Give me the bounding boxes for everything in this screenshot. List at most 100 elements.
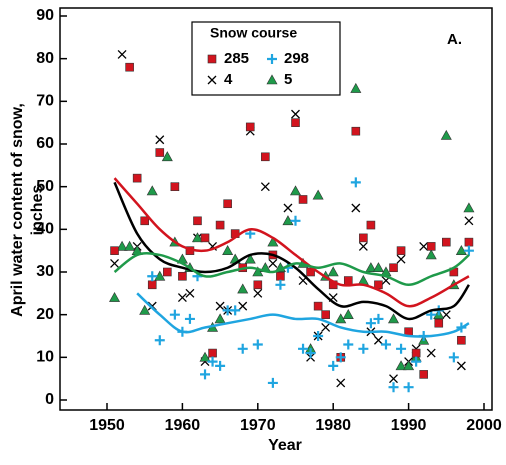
marker — [426, 348, 436, 358]
legend-label: 5 — [284, 71, 292, 88]
marker — [441, 310, 451, 320]
marker — [116, 240, 128, 251]
marker — [350, 82, 362, 93]
marker — [327, 266, 339, 277]
marker — [448, 352, 459, 363]
marker — [253, 280, 263, 290]
marker — [155, 135, 165, 145]
marker — [425, 249, 437, 260]
y-tick-label: 90 — [36, 7, 54, 24]
y-tick-label: 80 — [36, 50, 54, 67]
y-tick-label: 20 — [36, 306, 54, 323]
marker — [359, 233, 368, 243]
marker — [291, 118, 300, 127]
marker — [343, 276, 353, 285]
marker — [267, 377, 278, 388]
marker — [321, 310, 330, 319]
marker — [147, 280, 157, 290]
y-tick-label: 10 — [36, 349, 54, 366]
marker — [200, 233, 210, 243]
y-tick-label: 50 — [36, 178, 54, 195]
marker — [147, 271, 158, 282]
marker — [214, 313, 226, 324]
marker — [372, 262, 384, 273]
marker — [396, 246, 406, 255]
marker — [261, 152, 270, 162]
y-tick-label: 0 — [45, 391, 54, 408]
trend-line — [113, 181, 470, 321]
marker — [463, 202, 475, 213]
marker — [426, 242, 436, 251]
marker — [124, 240, 136, 251]
marker — [380, 339, 391, 350]
marker — [328, 360, 339, 371]
marker — [343, 339, 354, 350]
marker — [434, 318, 444, 328]
y-tick-label: 60 — [36, 135, 54, 152]
marker — [191, 232, 203, 243]
legend-box — [191, 21, 341, 96]
marker — [253, 288, 263, 298]
marker — [321, 323, 331, 332]
legend-label: 298 — [284, 50, 309, 67]
marker — [222, 245, 234, 255]
marker — [140, 216, 149, 226]
marker — [419, 241, 429, 251]
marker — [185, 288, 195, 298]
marker — [298, 195, 308, 204]
marker — [351, 203, 361, 213]
marker — [395, 360, 407, 371]
marker — [403, 382, 414, 393]
marker — [244, 253, 256, 264]
marker — [237, 283, 249, 294]
marker — [305, 348, 316, 359]
marker — [125, 62, 134, 72]
marker — [161, 151, 173, 162]
y-axis-label: April water content of snow, — [9, 103, 26, 317]
marker — [237, 343, 248, 354]
marker — [396, 254, 406, 264]
x-tick-label: 1980 — [315, 417, 351, 434]
marker — [358, 241, 368, 251]
marker — [282, 215, 294, 226]
trend-line — [113, 177, 470, 308]
marker — [411, 356, 422, 367]
marker — [132, 173, 142, 183]
marker — [177, 293, 187, 303]
marker — [199, 351, 211, 362]
marker — [290, 215, 301, 226]
marker — [336, 378, 346, 388]
marker — [365, 262, 377, 273]
marker — [155, 148, 165, 157]
marker — [388, 382, 399, 393]
marker — [357, 274, 369, 285]
marker — [215, 220, 225, 230]
x-tick-label: 1990 — [391, 417, 427, 434]
marker — [456, 361, 466, 371]
marker — [313, 301, 323, 311]
marker — [215, 301, 225, 311]
marker — [373, 335, 383, 345]
marker — [245, 122, 255, 132]
marker — [389, 374, 398, 384]
x-tick-label: 1960 — [165, 417, 201, 434]
marker — [403, 360, 415, 371]
plot-frame — [59, 7, 493, 411]
marker — [291, 109, 300, 119]
legend-title: Snow course — [210, 25, 297, 41]
x-tick-label: 2000 — [466, 417, 502, 434]
marker — [170, 182, 180, 191]
trend-line — [136, 292, 470, 338]
marker — [200, 369, 211, 380]
marker — [215, 360, 226, 371]
marker — [396, 343, 407, 354]
marker — [163, 267, 172, 277]
marker — [455, 245, 467, 255]
marker — [464, 216, 474, 226]
marker — [260, 182, 270, 192]
trend-line — [113, 252, 470, 287]
marker — [230, 305, 241, 316]
marker — [441, 237, 451, 247]
marker — [154, 335, 165, 346]
